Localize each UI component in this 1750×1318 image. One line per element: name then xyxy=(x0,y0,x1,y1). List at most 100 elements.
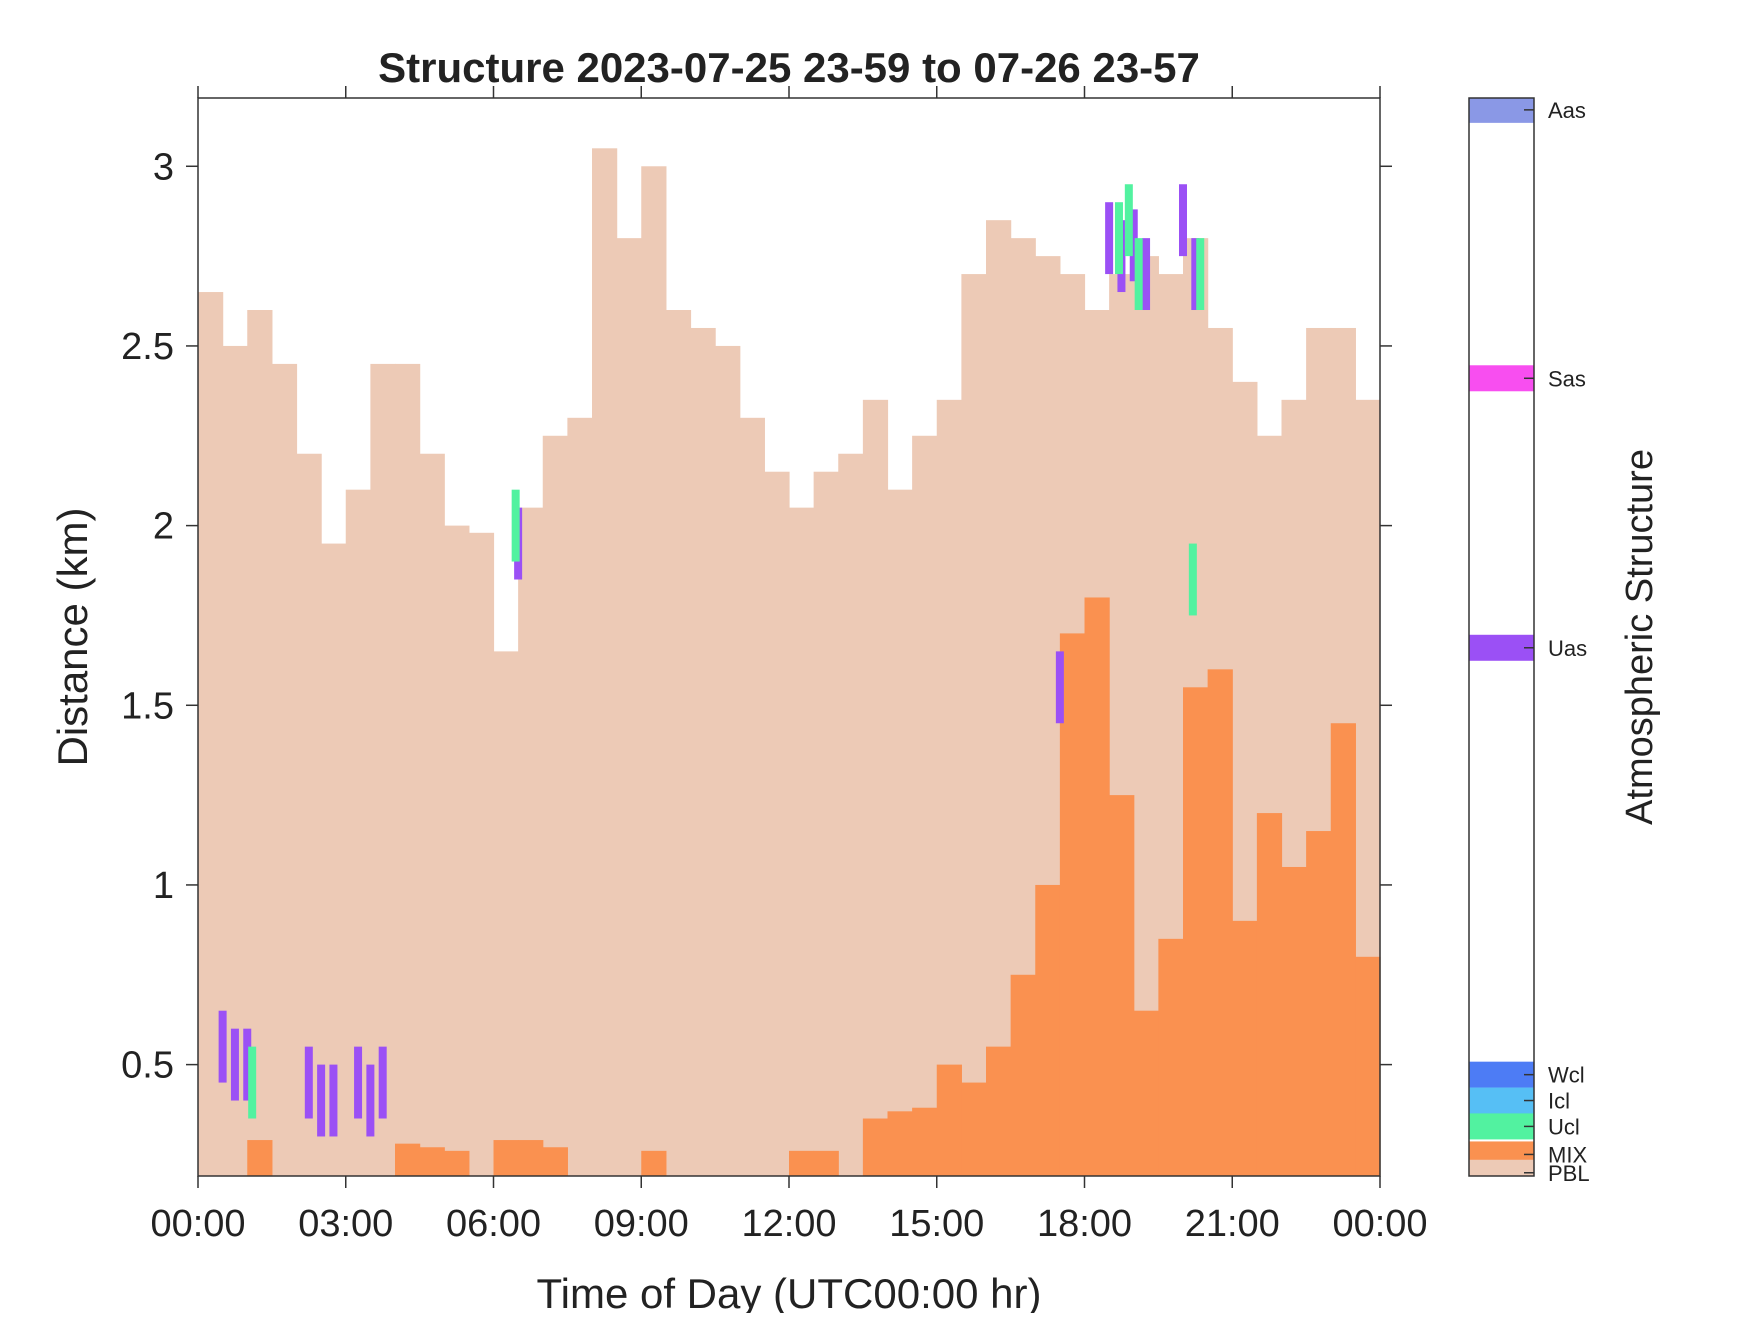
mix-bar xyxy=(1207,669,1233,1176)
pbl-bar xyxy=(518,507,544,1176)
colorbar-label-sas: Sas xyxy=(1548,366,1586,391)
y-tick-label: 2.5 xyxy=(121,326,174,368)
mix-bar xyxy=(247,1140,273,1176)
mix-bar xyxy=(1010,974,1036,1176)
pbl-bar xyxy=(419,453,445,1176)
colorbar-label-wcl: Wcl xyxy=(1548,1063,1585,1088)
y-tick-label: 0.5 xyxy=(121,1045,174,1087)
y-tick-label: 1 xyxy=(153,865,174,907)
uas-mark xyxy=(1142,238,1151,311)
x-tick-label: 00:00 xyxy=(150,1203,245,1245)
colorbar-swatch-pbl xyxy=(1469,1159,1534,1176)
y-tick-label: 3 xyxy=(153,146,174,188)
colorbar-swatch-wcl xyxy=(1469,1061,1534,1088)
pbl-bar xyxy=(813,471,839,1176)
x-tick-label: 12:00 xyxy=(741,1203,836,1245)
colorbar-frame xyxy=(1468,97,1535,1177)
pbl-bar xyxy=(641,166,667,1177)
pbl-bar xyxy=(616,238,642,1176)
mix-bar xyxy=(444,1150,470,1176)
mix-bar xyxy=(887,1111,913,1176)
uas-mark xyxy=(1129,209,1138,282)
x-tick-label: 06:00 xyxy=(446,1203,541,1245)
uas-mark xyxy=(230,1028,239,1101)
colorbar-label-pbl: PBL xyxy=(1548,1161,1590,1186)
uas-mark xyxy=(304,1046,313,1119)
pbl-bar xyxy=(715,345,741,1176)
mix-bar xyxy=(813,1150,839,1176)
mix-bar xyxy=(1109,795,1135,1176)
x-tick-label: 00:00 xyxy=(1332,1203,1427,1245)
mix-bar xyxy=(518,1140,544,1176)
uas-mark xyxy=(1191,238,1200,311)
x-tick-label: 21:00 xyxy=(1185,1203,1280,1245)
colorbar-swatch-icl xyxy=(1469,1087,1534,1114)
mix-bar xyxy=(641,1150,667,1176)
y-tick-label: 2 xyxy=(153,506,174,548)
pbl-bar xyxy=(493,651,519,1176)
x-tick-label: 03:00 xyxy=(298,1203,393,1245)
colorbar-label-mix: MIX xyxy=(1548,1142,1587,1167)
pbl-bar xyxy=(542,435,568,1177)
mix-bar xyxy=(419,1147,445,1176)
y-axis: 0.5 1 1.5 2 2.5 3 xyxy=(121,146,1392,1087)
mix-bar xyxy=(493,1140,519,1176)
mix-bar xyxy=(961,1082,987,1176)
ucl-mark xyxy=(1134,238,1143,311)
ucl-mark xyxy=(1124,184,1133,257)
mix-bar xyxy=(1306,831,1332,1176)
x-tick-label: 15:00 xyxy=(889,1203,984,1245)
pbl-bar xyxy=(247,310,273,1176)
x-axis: 00:00 03:00 06:00 09:00 12:00 15:00 18:00 21:00… xyxy=(150,86,1428,1245)
pbl-bar xyxy=(789,507,815,1176)
mix-bar xyxy=(862,1118,889,1176)
pbl-bar xyxy=(912,435,938,1177)
ucl-mark xyxy=(511,489,520,562)
colorbar-label-aas: Aas xyxy=(1548,98,1586,123)
uas-mark xyxy=(317,1064,326,1137)
colorbar-swatch-uas xyxy=(1469,634,1534,661)
mix-bar xyxy=(395,1143,421,1176)
mix-bar xyxy=(789,1150,815,1176)
pbl-bar xyxy=(986,220,1012,1176)
series-mix xyxy=(247,597,1381,1176)
y-tick-label: 1.5 xyxy=(121,685,174,727)
colorbar-title: Atmospheric Structure xyxy=(1619,449,1661,825)
pbl-bar xyxy=(592,148,618,1177)
mix-bar xyxy=(912,1107,938,1176)
series-ucl xyxy=(248,184,1205,1119)
mix-bar xyxy=(1035,884,1061,1176)
ucl-mark xyxy=(248,1046,257,1119)
uas-mark xyxy=(366,1064,375,1137)
pbl-bar xyxy=(468,532,495,1176)
pbl-bar xyxy=(395,363,421,1176)
pbl-bar xyxy=(862,399,889,1177)
mix-bar xyxy=(1158,938,1184,1176)
mix-bar xyxy=(542,1147,568,1176)
colorbar-swatch-ucl xyxy=(1469,1113,1534,1140)
uas-mark xyxy=(1105,202,1114,275)
mix-bar xyxy=(986,1046,1012,1176)
pbl-bar xyxy=(271,363,298,1176)
pbl-bar xyxy=(370,363,396,1176)
mix-bar xyxy=(936,1064,962,1176)
chart-title: Structure 2023-07-25 23-59 to 07-26 23-5… xyxy=(378,44,1200,91)
x-axis-label: Time of Day (UTC00:00 hr) xyxy=(537,1270,1042,1313)
pbl-bar xyxy=(936,399,962,1177)
mix-bar xyxy=(1330,723,1356,1176)
x-tick-label: 18:00 xyxy=(1037,1203,1132,1245)
pbl-bar xyxy=(444,525,470,1176)
uas-mark xyxy=(1179,184,1187,257)
colorbar-label-icl: Icl xyxy=(1548,1089,1570,1114)
ucl-mark xyxy=(1188,543,1197,616)
pbl-bar xyxy=(887,489,913,1176)
uas-mark xyxy=(1055,651,1064,724)
colorbar-label-uas: Uas xyxy=(1548,636,1587,661)
mix-bar xyxy=(1355,956,1381,1176)
pbl-bar xyxy=(567,417,593,1177)
plot-area xyxy=(198,148,1381,1177)
pbl-bar xyxy=(961,274,987,1176)
